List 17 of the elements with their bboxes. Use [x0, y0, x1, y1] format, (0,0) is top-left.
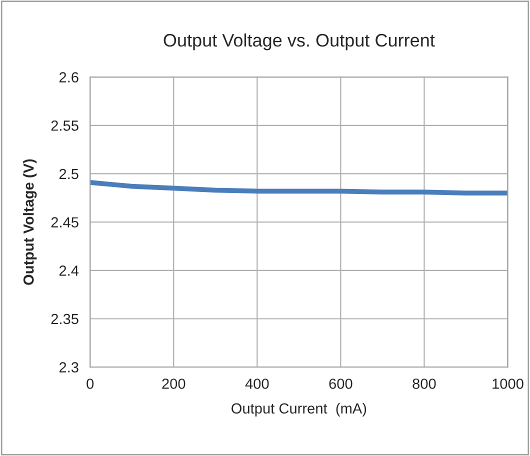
x-tick-label: 600	[329, 378, 352, 389]
x-tick-label: 800	[412, 378, 436, 389]
line-series	[90, 180, 508, 196]
y-tick-label: 2.4	[59, 266, 79, 276]
y-tick-label: 2.6	[59, 72, 78, 82]
y-tick-label: 2.45	[51, 217, 78, 228]
y-tick-label: 2.3	[59, 362, 78, 373]
y-tick-label: 2.55	[51, 120, 78, 131]
x-tick-label: 0	[86, 378, 94, 389]
x-tick-label: 200	[162, 378, 186, 389]
x-tick-label: 400	[245, 378, 269, 389]
y-tick-label: 2.5	[59, 168, 78, 180]
chart-title: Output Voltage vs. Output Current	[164, 33, 435, 50]
x-tick-label: 1000	[492, 378, 524, 389]
x-axis-title: Output Current (mA)	[232, 402, 366, 416]
y-axis-title: Output Voltage (V)	[23, 159, 37, 285]
y-tick-label: 2.35	[51, 314, 78, 324]
